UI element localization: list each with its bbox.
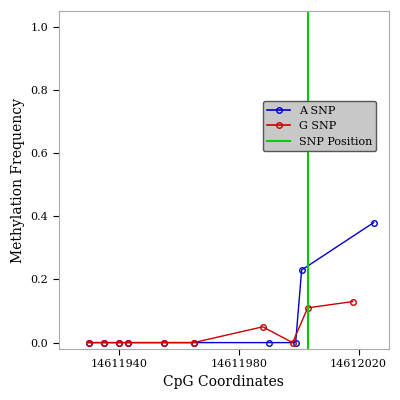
X-axis label: CpG Coordinates: CpG Coordinates xyxy=(163,375,284,389)
Legend: A SNP, G SNP, SNP Position: A SNP, G SNP, SNP Position xyxy=(263,101,376,151)
Y-axis label: Methylation Frequency: Methylation Frequency xyxy=(11,98,25,262)
